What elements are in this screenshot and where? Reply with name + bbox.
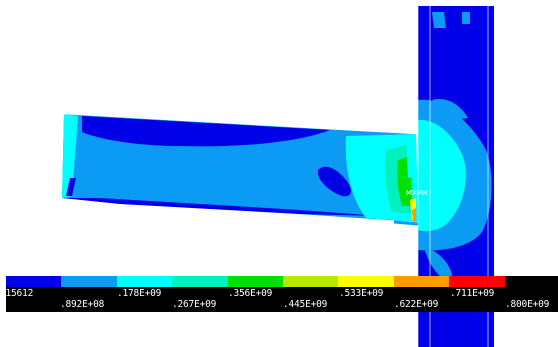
- contour-legend: 315612 .892E+08 .178E+09 .267E+09 .356E+…: [0, 276, 558, 312]
- legend-swatch-8: [393, 276, 450, 287]
- legend-swatch-3: [116, 276, 173, 287]
- max-min-node-label: MXMN: [406, 189, 427, 197]
- legend-swatch-1: [6, 276, 62, 287]
- beam-top-edge: [63, 113, 417, 135]
- legend-swatch-7: [338, 276, 394, 287]
- beam-end-cyan-inner: [406, 134, 416, 178]
- beam-left-blue-strip: [66, 178, 76, 196]
- beam-stress-max: [412, 208, 416, 222]
- column-top-patch: [432, 12, 446, 28]
- beam-member: [62, 113, 419, 226]
- legend-swatch-2: [61, 276, 117, 287]
- beam-bottom-blue-band: [62, 198, 380, 216]
- column-blue-patch-upper: [432, 98, 468, 119]
- legend-value-8: .622E+09: [394, 299, 439, 310]
- legend-swatch-6: [283, 276, 339, 287]
- beam-hole-blue: [317, 166, 351, 197]
- legend-value-4: .267E+09: [172, 299, 217, 310]
- legend-value-6: .445E+09: [283, 299, 328, 310]
- legend-value-9: .711E+09: [450, 288, 495, 299]
- beam-top-blue-band: [82, 116, 330, 147]
- legend-value-min: 315612: [0, 288, 34, 299]
- legend-value-3: .178E+09: [117, 288, 162, 299]
- legend-value-2: .892E+08: [60, 299, 105, 310]
- legend-value-7: .533E+09: [339, 288, 384, 299]
- beam-left-cyan-edge: [62, 114, 78, 198]
- legend-swatch-5: [227, 276, 283, 287]
- legend-value-max: .800E+09: [505, 299, 550, 310]
- column-top-patch-2: [462, 12, 470, 24]
- legend-value-5: .356E+09: [228, 288, 273, 299]
- beam-flange-line: [393, 220, 419, 226]
- legend-swatch-9: [449, 276, 505, 287]
- legend-swatch-4: [172, 276, 228, 287]
